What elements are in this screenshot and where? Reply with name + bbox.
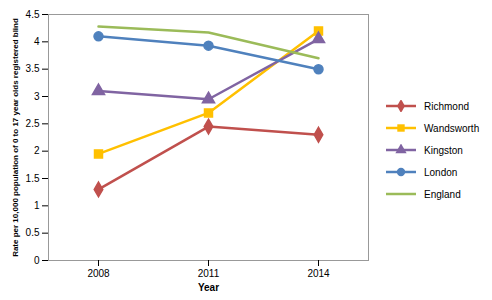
svg-text:4.5: 4.5 (26, 9, 40, 20)
svg-text:Year: Year (198, 282, 219, 293)
svg-text:2011: 2011 (198, 268, 220, 279)
html-text:Richmond: Richmond (424, 100, 469, 112)
svg-text:0.5: 0.5 (26, 227, 40, 238)
svg-text:1.5: 1.5 (26, 173, 40, 184)
html-text:England: England (424, 188, 461, 200)
svg-text:2014: 2014 (307, 268, 330, 279)
svg-text:1: 1 (34, 200, 40, 211)
svg-text:2.5: 2.5 (26, 118, 40, 129)
svg-text:4: 4 (34, 36, 40, 47)
svg-text:0: 0 (34, 255, 40, 266)
svg-text:Rate per 10,000 population of: Rate per 10,000 population of 0 to 17 ye… (11, 18, 20, 257)
svg-text:2: 2 (34, 145, 40, 156)
svg-text:3: 3 (34, 91, 40, 102)
svg-text:3.5: 3.5 (26, 63, 40, 74)
svg-text:2008: 2008 (87, 268, 110, 279)
html-text:Wandsworth: Wandsworth (424, 122, 480, 134)
html-text:London: London (424, 166, 458, 178)
html-text:Kingston: Kingston (424, 144, 463, 156)
